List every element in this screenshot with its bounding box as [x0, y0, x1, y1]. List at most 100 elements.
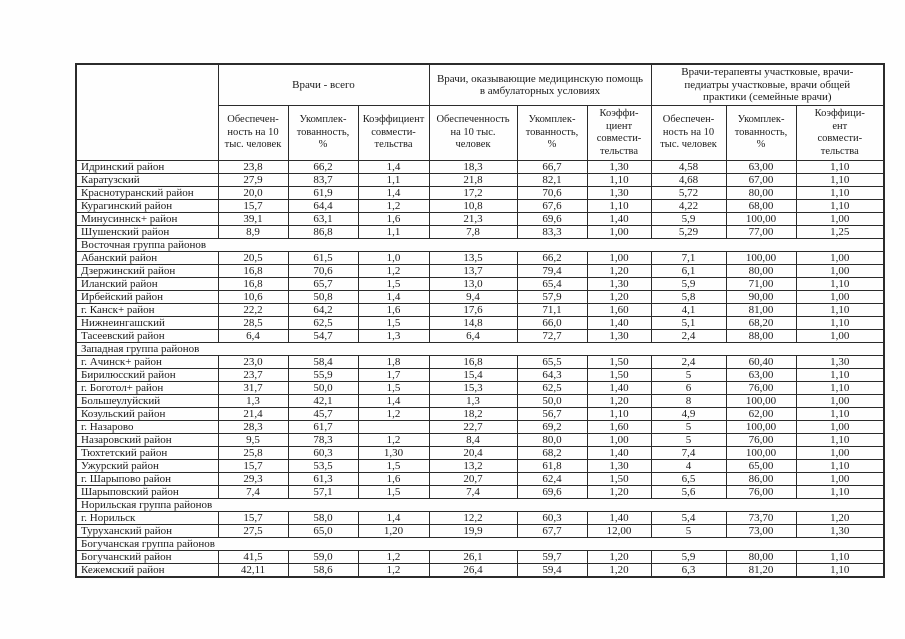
- table-row: Бирилюсский район 23,7 55,9 1,7 15,4 64,3 1,50…: [75, 368, 885, 382]
- value-cell: 5,9: [650, 212, 727, 226]
- value-cell: 28,5: [217, 316, 289, 330]
- value-cell: 1,10: [586, 407, 652, 421]
- table-row: Курагинский район 15,7 64,4 1,2 10,8 67,6 1,10…: [75, 199, 885, 213]
- table-row: Тюхтетский район 25,8 60,3 1,30 20,4 68,2 1,40…: [75, 446, 885, 460]
- value-cell: 8,4: [428, 433, 518, 447]
- value-cell: 8,9: [217, 225, 289, 239]
- value-cell: 7,4: [650, 446, 727, 460]
- table-body: Идринский район 23,8 66,2 1,4 18,3 66,7 1,30 4,…: [75, 160, 885, 578]
- value-cell: 20,4: [428, 446, 518, 460]
- value-cell: 1,00: [795, 420, 885, 434]
- table-row: Большеулуйский 1,3 42,1 1,4 1,3 50,0 1,20 8 100,…: [75, 394, 885, 408]
- subheader-staffing-1: Укомплек- тованность, %: [287, 105, 359, 161]
- value-cell: 1,10: [795, 550, 885, 564]
- value-cell: 73,70: [725, 511, 797, 525]
- value-cell: 4,9: [650, 407, 727, 421]
- value-cell: 1,60: [586, 420, 652, 434]
- group-header-doctors-total: Врачи - всего: [217, 63, 430, 106]
- value-cell: 5,4: [650, 511, 727, 525]
- subheader-provision-3: Обеспечен- ность на 10 тыс. человек: [650, 105, 727, 161]
- value-cell: 1,00: [795, 446, 885, 460]
- table-header: Врачи - всего Врачи, оказывающие медицин…: [75, 63, 885, 161]
- table-row: Нижнеингашский 28,5 62,5 1,5 14,8 66,0 1,40 5,1…: [75, 316, 885, 330]
- value-cell: 13,7: [428, 264, 518, 278]
- section-row: Норильская группа районов: [75, 498, 885, 512]
- value-cell: 1,30: [795, 524, 885, 538]
- value-cell: 50,0: [287, 381, 359, 395]
- value-cell: 1,40: [586, 446, 652, 460]
- table-row: Дзержинский район 16,8 70,6 1,2 13,7 79,4 1,20…: [75, 264, 885, 278]
- value-cell: 60,3: [516, 511, 588, 525]
- value-cell: 21,4: [217, 407, 289, 421]
- value-cell: 69,6: [516, 485, 588, 499]
- value-cell: 42,1: [287, 394, 359, 408]
- value-cell: 1,25: [795, 225, 885, 239]
- district-name-cell: Ужурский район: [75, 459, 219, 473]
- value-cell: 1,40: [586, 212, 652, 226]
- table-row: Идринский район 23,8 66,2 1,4 18,3 66,7 1,30 4,…: [75, 160, 885, 174]
- value-cell: 1,6: [357, 472, 430, 486]
- value-cell: 1,5: [357, 277, 430, 291]
- value-cell: 63,00: [725, 160, 797, 174]
- subheader-coefficient-1: Коэффициент совмести- тельства: [357, 105, 430, 161]
- value-cell: 1,10: [795, 407, 885, 421]
- value-cell: 100,00: [725, 394, 797, 408]
- value-cell: 5: [650, 368, 727, 382]
- value-cell: 1,10: [795, 160, 885, 174]
- value-cell: 17,2: [428, 186, 518, 200]
- subheader-staffing-3: Укомплек- тованность, %: [725, 105, 797, 161]
- value-cell: 1,20: [586, 290, 652, 304]
- value-cell: 80,00: [725, 550, 797, 564]
- value-cell: 6,3: [650, 563, 727, 578]
- value-cell: 1,40: [586, 381, 652, 395]
- value-cell: 1,00: [795, 251, 885, 265]
- value-cell: 23,0: [217, 355, 289, 369]
- value-cell: 100,00: [725, 420, 797, 434]
- value-cell: 7,4: [428, 485, 518, 499]
- district-name-cell: г. Ачинск+ район: [75, 355, 219, 369]
- value-cell: 81,20: [725, 563, 797, 578]
- value-cell: 61,7: [287, 420, 359, 434]
- table-row: г. Норильск 15,7 58,0 1,4 12,2 60,3 1,40 5,4 73,…: [75, 511, 885, 525]
- value-cell: 76,00: [725, 381, 797, 395]
- value-cell: 1,00: [795, 264, 885, 278]
- value-cell: 20,7: [428, 472, 518, 486]
- value-cell: 12,00: [586, 524, 652, 538]
- table-row: г. Боготол+ район 31,7 50,0 1,5 15,3 62,5 1,40…: [75, 381, 885, 395]
- group-header-row: Врачи - всего Врачи, оказывающие медицин…: [75, 63, 885, 161]
- value-cell: 26,4: [428, 563, 518, 578]
- value-cell: 53,5: [287, 459, 359, 473]
- value-cell: 1,2: [357, 433, 430, 447]
- value-cell: 1,00: [795, 394, 885, 408]
- value-cell: 62,5: [287, 316, 359, 330]
- table-row: Назаровский район 9,5 78,3 1,2 8,4 80,0 1,00 5 7…: [75, 433, 885, 447]
- section-row: Западная группа районов: [75, 342, 885, 356]
- value-cell: 1,50: [586, 368, 652, 382]
- value-cell: 4,68: [650, 173, 727, 187]
- district-name-cell: Идринский район: [75, 160, 219, 174]
- value-cell: 5,1: [650, 316, 727, 330]
- value-cell: 65,0: [287, 524, 359, 538]
- value-cell: 1,4: [357, 290, 430, 304]
- value-cell: 23,7: [217, 368, 289, 382]
- value-cell: 7,8: [428, 225, 518, 239]
- district-name-cell: Курагинский район: [75, 199, 219, 213]
- value-cell: 1,30: [586, 186, 652, 200]
- value-cell: 7,1: [650, 251, 727, 265]
- value-cell: 80,00: [725, 186, 797, 200]
- value-cell: 66,2: [516, 251, 588, 265]
- value-cell: 26,1: [428, 550, 518, 564]
- value-cell: 64,4: [287, 199, 359, 213]
- value-cell: 22,2: [217, 303, 289, 317]
- value-cell: 64,2: [287, 303, 359, 317]
- table-row: Ужурский район 15,7 53,5 1,5 13,2 61,8 1,30 4 65…: [75, 459, 885, 473]
- value-cell: 1,20: [586, 485, 652, 499]
- value-cell: 16,8: [428, 355, 518, 369]
- value-cell: 71,00: [725, 277, 797, 291]
- district-name-cell: Минусиннск+ район: [75, 212, 219, 226]
- value-cell: 90,00: [725, 290, 797, 304]
- value-cell: 1,4: [357, 511, 430, 525]
- value-cell: 1,0: [357, 251, 430, 265]
- value-cell: 18,2: [428, 407, 518, 421]
